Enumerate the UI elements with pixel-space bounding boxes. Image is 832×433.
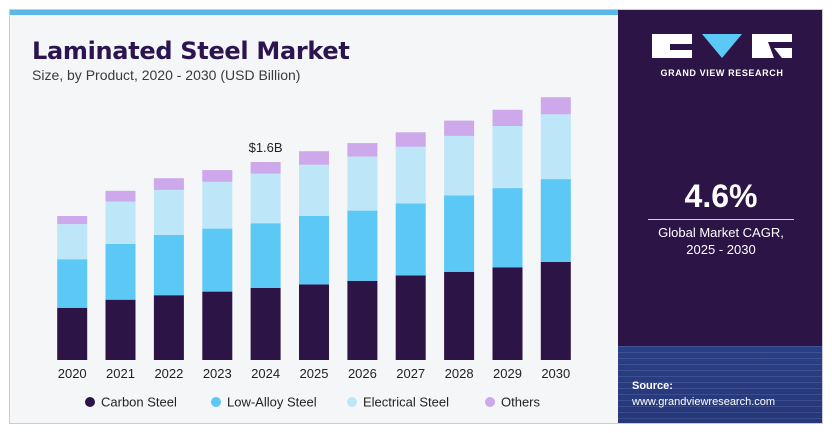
legend-marker-electrical-steel xyxy=(347,397,357,407)
source-band-lines xyxy=(618,346,822,423)
cagr-value: 4.6% xyxy=(684,178,758,214)
bar-electrical-steel-2029 xyxy=(492,126,523,189)
bar-others-2028 xyxy=(444,120,475,136)
x-tick-label-2030: 2030 xyxy=(541,366,570,381)
bar-carbon-steel-2029 xyxy=(492,267,523,360)
x-tick-label-2026: 2026 xyxy=(348,366,377,381)
bar-electrical-steel-2021 xyxy=(105,201,136,244)
bar-electrical-steel-2027 xyxy=(395,146,426,204)
top-accent-stripe xyxy=(10,10,618,15)
bar-others-2027 xyxy=(395,132,426,147)
source-band xyxy=(618,346,822,423)
legend-marker-others xyxy=(485,397,495,407)
infographic-frame: Laminated Steel Market Size, by Product,… xyxy=(9,9,823,424)
bar-others-2026 xyxy=(347,143,378,157)
bar-carbon-steel-2020 xyxy=(57,307,88,360)
x-tick-label-2022: 2022 xyxy=(154,366,183,381)
cagr-label-line1: Global Market CAGR, xyxy=(658,225,784,240)
brand-name: GRAND VIEW RESEARCH xyxy=(660,68,784,78)
x-tick-label-2024: 2024 xyxy=(251,366,280,381)
bar-carbon-steel-2030 xyxy=(540,261,571,360)
cagr-label-line2: 2025 - 2030 xyxy=(686,242,756,257)
bar-low-alloy-steel-2023 xyxy=(202,228,233,292)
legend-marker-low-alloy-steel xyxy=(211,397,221,407)
bar-electrical-steel-2030 xyxy=(540,114,571,180)
source-label: Source: xyxy=(632,380,673,392)
source-url[interactable]: www.grandviewresearch.com xyxy=(632,396,776,408)
x-tick-label-2021: 2021 xyxy=(106,366,135,381)
legend-label-electrical-steel: Electrical Steel xyxy=(363,395,449,410)
bar-others-2023 xyxy=(202,170,233,182)
bar-carbon-steel-2022 xyxy=(153,295,184,360)
bar-low-alloy-steel-2027 xyxy=(395,203,426,276)
bar-low-alloy-steel-2022 xyxy=(153,234,184,296)
x-tick-label-2025: 2025 xyxy=(300,366,329,381)
bar-low-alloy-steel-2029 xyxy=(492,188,523,268)
x-tick-label-2023: 2023 xyxy=(203,366,232,381)
bar-electrical-steel-2020 xyxy=(57,224,88,260)
chart-title: Laminated Steel Market xyxy=(32,37,350,65)
bar-carbon-steel-2023 xyxy=(202,291,233,360)
bar-low-alloy-steel-2025 xyxy=(299,216,329,285)
bar-electrical-steel-2025 xyxy=(299,164,329,216)
data-label-2024: $1.6B xyxy=(249,140,283,155)
bar-others-2021 xyxy=(105,190,136,202)
legend-marker-carbon-steel xyxy=(85,397,95,407)
bar-others-2030 xyxy=(540,97,571,115)
x-tick-label-2029: 2029 xyxy=(493,366,522,381)
bar-carbon-steel-2028 xyxy=(444,271,475,360)
legend-label-low-alloy-steel: Low-Alloy Steel xyxy=(227,395,317,410)
bar-others-2022 xyxy=(153,178,184,190)
legend-label-others: Others xyxy=(501,395,541,410)
bar-others-2029 xyxy=(492,109,523,126)
chart-subtitle: Size, by Product, 2020 - 2030 (USD Billi… xyxy=(32,67,301,83)
bar-others-2020 xyxy=(57,216,88,225)
stacked-bar-chart: 2020 2021 2022 2023 $1.6B 2024 2025 2026 2027 202… xyxy=(57,97,571,410)
cagr-divider xyxy=(648,219,794,220)
bar-carbon-steel-2025 xyxy=(299,284,329,360)
bar-carbon-steel-2027 xyxy=(395,275,426,360)
bar-low-alloy-steel-2021 xyxy=(105,243,136,300)
bar-electrical-steel-2028 xyxy=(444,135,475,196)
bar-low-alloy-steel-2020 xyxy=(57,259,88,308)
bar-others-2025 xyxy=(299,151,329,165)
summary-panel: GRAND VIEW RESEARCH 4.6% Global Market C… xyxy=(618,10,822,423)
bar-low-alloy-steel-2026 xyxy=(347,210,378,281)
bar-carbon-steel-2021 xyxy=(105,299,136,360)
brand-logo-icon xyxy=(652,34,792,58)
chart-panel: Laminated Steel Market Size, by Product,… xyxy=(10,15,618,423)
bar-others-2024 xyxy=(250,162,281,174)
x-tick-label-2020: 2020 xyxy=(58,366,87,381)
legend-label-carbon-steel: Carbon Steel xyxy=(101,395,177,410)
bar-electrical-steel-2023 xyxy=(202,181,233,229)
bar-low-alloy-steel-2030 xyxy=(540,179,571,262)
bar-carbon-steel-2024 xyxy=(250,288,281,360)
brand-logo xyxy=(642,32,802,67)
bar-electrical-steel-2022 xyxy=(153,189,184,235)
x-tick-label-2027: 2027 xyxy=(396,366,425,381)
bar-carbon-steel-2026 xyxy=(347,280,378,360)
bar-low-alloy-steel-2024 xyxy=(250,223,281,288)
bar-electrical-steel-2024 xyxy=(250,173,281,224)
bar-electrical-steel-2026 xyxy=(347,156,378,211)
bar-low-alloy-steel-2028 xyxy=(444,195,475,272)
cagr-label: Global Market CAGR, 2025 - 2030 xyxy=(618,224,822,258)
x-tick-label-2028: 2028 xyxy=(445,366,474,381)
